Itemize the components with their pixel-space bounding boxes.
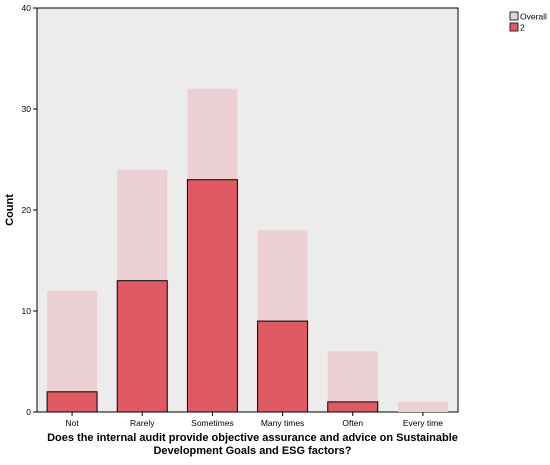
bar-subgroup-often [327, 401, 379, 413]
y-tick-label: 20 [22, 205, 32, 215]
legend-swatch [509, 22, 519, 32]
y-axis: 0 10 20 30 40 [22, 3, 37, 417]
legend-label: Overall [520, 12, 547, 22]
legend-swatch [509, 11, 519, 21]
x-axis-label-line-2: Development Goals and ESG factors? [153, 445, 351, 457]
bar-subgroup-many-times [257, 320, 309, 413]
x-tick-label: Not [65, 418, 79, 428]
y-tick-label: 0 [26, 407, 31, 417]
y-tick-label: 30 [22, 104, 32, 114]
x-tick-label: Every time [403, 418, 443, 428]
y-tick-label: 40 [22, 3, 32, 13]
x-tick-label: Rarely [130, 418, 155, 428]
bar-subgroup-not [46, 391, 98, 413]
x-axis: Not Rarely Sometimes Many times Often Every t… [65, 412, 443, 428]
subgroup-bars [46, 179, 379, 413]
x-tick-label: Many times [261, 418, 304, 428]
x-tick-label: Sometimes [191, 418, 234, 428]
x-axis-label-line-1: Does the internal audit provide objectiv… [47, 432, 458, 444]
y-tick-label: 10 [22, 306, 32, 316]
bar-subgroup-sometimes [186, 179, 238, 413]
bar-subgroup-rarely [116, 280, 168, 413]
legend-label: 2 [520, 23, 525, 33]
plot-area [36, 7, 459, 413]
x-tick-label: Often [342, 418, 363, 428]
bar-overall-every-time [397, 401, 448, 412]
y-axis-label: Count [4, 194, 16, 226]
